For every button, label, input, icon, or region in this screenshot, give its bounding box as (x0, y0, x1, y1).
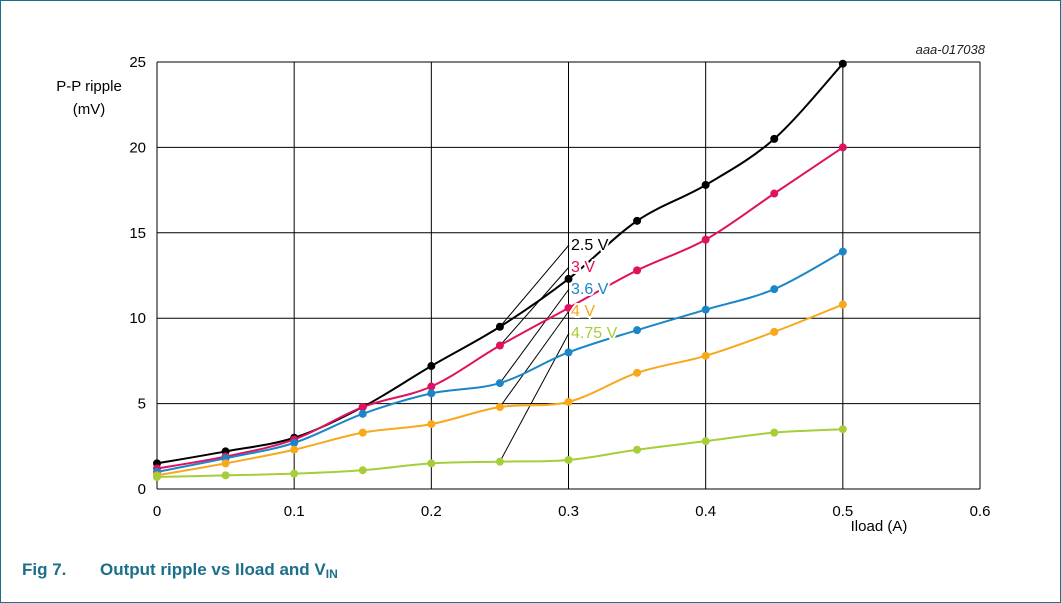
caption-text: Output ripple vs Iload and V (100, 560, 326, 579)
series-line-0 (156, 63, 844, 465)
y-tick-label: 25 (129, 54, 146, 71)
data-point (427, 382, 436, 391)
data-point (427, 420, 436, 429)
data-point (564, 397, 573, 406)
x-tick-label: 0.6 (970, 503, 991, 520)
data-point (701, 351, 710, 360)
y-tick-label: 5 (138, 396, 146, 413)
x-tick-label: 0 (153, 503, 161, 520)
data-point (701, 180, 710, 189)
data-point (701, 437, 710, 446)
series-labels: 2.5 V 3 V 3.6 V 4 V 4.75 V (569, 235, 620, 344)
data-point (770, 327, 779, 336)
data-point (358, 428, 367, 437)
data-point (290, 438, 299, 447)
x-tick-label: 0.1 (284, 503, 305, 520)
data-point (633, 266, 642, 275)
label-leader-line (499, 244, 570, 328)
y-tick-label: 20 (129, 139, 146, 156)
data-point (427, 362, 436, 371)
tick-labels: 0 0.1 0.2 0.3 0.4 0.5 0.6 0 5 10 15 20 25 (129, 54, 990, 520)
series-label: 4.75 V (571, 325, 618, 342)
label-leader-line (499, 266, 570, 346)
data-point (701, 305, 710, 314)
figure-ref-id: aaa-017038 (915, 42, 985, 57)
x-axis-label: Iload (A) (851, 518, 908, 535)
series-points (153, 59, 847, 482)
data-point (701, 235, 710, 244)
y-tick-label: 15 (129, 225, 146, 242)
y-axis-label-line2: (mV) (73, 101, 106, 118)
data-point (838, 59, 847, 68)
y-tick-label: 0 (138, 481, 146, 498)
data-point (770, 134, 779, 143)
x-tick-label: 0.5 (832, 503, 853, 520)
data-point (221, 471, 230, 480)
data-point (770, 189, 779, 198)
data-point (290, 445, 299, 454)
data-point (838, 425, 847, 434)
data-point (838, 300, 847, 309)
series-line-4 (156, 428, 843, 479)
data-point (221, 459, 230, 468)
data-point (564, 455, 573, 464)
caption-subscript: IN (325, 567, 338, 581)
caption-number: Fig 7. (22, 560, 67, 579)
data-point (495, 457, 504, 466)
data-point (564, 348, 573, 357)
figure-caption: Fig 7. Output ripple vs Iload and VIN (22, 560, 338, 581)
data-point (838, 247, 847, 256)
label-leader-lines (499, 244, 570, 462)
label-leader-line (499, 288, 570, 384)
data-point (153, 473, 161, 482)
y-tick-label: 10 (129, 310, 146, 327)
data-point (633, 368, 642, 377)
data-point (633, 445, 642, 454)
data-point (358, 403, 367, 412)
data-point (495, 322, 504, 331)
data-point (633, 326, 642, 335)
series-label: 4 V (571, 303, 595, 320)
series-line-1 (156, 146, 844, 470)
data-point (495, 379, 504, 388)
label-leader-line (499, 310, 570, 408)
data-point (358, 466, 367, 475)
data-point (770, 285, 779, 294)
series-line-2 (156, 250, 844, 473)
data-point (427, 459, 436, 468)
x-tick-label: 0.2 (421, 503, 442, 520)
data-point (564, 274, 573, 283)
data-point (838, 143, 847, 152)
x-tick-label: 0.4 (695, 503, 716, 520)
series-label: 3.6 V (571, 281, 609, 298)
x-tick-label: 0.3 (558, 503, 579, 520)
y-axis-label-line1: P-P ripple (56, 78, 122, 95)
data-point (290, 469, 299, 478)
series-label: 2.5 V (571, 237, 609, 254)
data-point (495, 341, 504, 350)
data-point (358, 409, 367, 418)
data-point (564, 303, 573, 312)
label-leader-line (499, 332, 570, 462)
series-lines (156, 63, 844, 479)
series-label: 3 V (571, 259, 595, 276)
data-point (427, 389, 436, 398)
data-point (770, 428, 779, 437)
data-point (633, 216, 642, 225)
data-point (495, 403, 504, 412)
